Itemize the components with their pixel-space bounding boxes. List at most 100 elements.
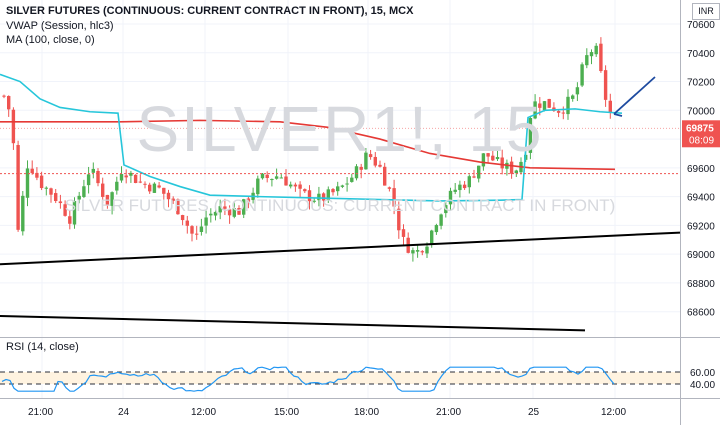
candle-body	[218, 206, 222, 213]
price-tick-label: 69000	[687, 250, 715, 261]
candle-body	[486, 153, 490, 157]
candle-body	[425, 246, 429, 254]
candle-body	[321, 193, 326, 201]
candle-body	[30, 168, 34, 174]
candle-body	[185, 220, 189, 226]
watermark-description: SILVER FUTURES (CONTINUOUS: CURRENT CONT…	[64, 196, 616, 215]
candle-body	[21, 195, 25, 232]
candle-body	[246, 198, 251, 202]
candle-body	[387, 187, 392, 189]
candle-body	[467, 176, 471, 188]
indicator-lines	[0, 73, 623, 392]
candle-body	[411, 250, 415, 254]
candle-body	[368, 154, 373, 158]
candle-body	[345, 183, 349, 185]
candle-body	[237, 208, 241, 215]
last-price-badge	[682, 120, 720, 148]
last-price-label: 69875	[686, 123, 714, 134]
candle-body	[378, 164, 382, 167]
candle-body	[434, 225, 439, 233]
rsi-label[interactable]: RSI (14, close)	[6, 341, 79, 353]
rsi-tick-label: 60.00	[690, 368, 715, 379]
watermark-symbol: SILVER1!, 15	[136, 93, 544, 165]
candle-body	[129, 172, 133, 176]
candle-body	[96, 170, 100, 184]
candle-body	[124, 175, 128, 178]
candle-body	[260, 173, 265, 179]
candle-body	[133, 174, 138, 184]
vwap-line	[0, 73, 623, 202]
candle-body	[453, 189, 457, 192]
candle-body	[110, 192, 114, 206]
candle-body	[547, 98, 551, 108]
candle-body	[213, 211, 218, 216]
candle-body	[444, 205, 448, 214]
time-tick-label: 21:00	[28, 407, 53, 418]
candle-body	[148, 184, 152, 192]
candle-body	[575, 87, 580, 95]
candle-body	[331, 189, 335, 193]
candle-body	[603, 70, 608, 100]
candle-body	[270, 178, 274, 181]
indicator-vwap-label[interactable]: VWAP (Session, hlc3)	[6, 20, 114, 32]
candle-body	[561, 112, 565, 114]
candle-body	[491, 155, 495, 161]
time-tick-label: 15:00	[274, 407, 299, 418]
arrow-line	[613, 76, 656, 115]
candle-body	[538, 103, 542, 108]
candle-body	[312, 200, 316, 202]
candle-body	[91, 168, 95, 173]
candle-body	[340, 185, 345, 187]
candle-body	[11, 109, 16, 144]
candle-body	[227, 209, 232, 216]
candle-body	[265, 174, 269, 179]
candle-body	[190, 226, 194, 234]
candle-body	[336, 186, 340, 192]
candle-body	[54, 193, 58, 202]
candle-body	[223, 206, 227, 209]
candle-body	[317, 193, 321, 201]
symbol-title[interactable]: SILVER FUTURES (CONTINUOUS: CURRENT CONT…	[6, 5, 414, 17]
candle-body	[462, 184, 467, 189]
candle-body	[571, 95, 575, 99]
rsi-line	[1, 366, 615, 392]
candle-body	[232, 208, 236, 217]
time-tick-label: 12:00	[601, 407, 626, 418]
candle-body	[303, 189, 307, 192]
trend-line-upper	[0, 231, 681, 266]
time-tick-label: 12:00	[191, 407, 216, 418]
candle-body	[157, 185, 161, 188]
candle-body	[16, 145, 20, 230]
candle-body	[392, 188, 396, 207]
candle-body	[580, 64, 584, 86]
candle-body	[115, 181, 119, 191]
candle-body	[176, 199, 180, 215]
candle-body	[298, 184, 302, 189]
candle-body	[420, 251, 424, 253]
candle-body	[25, 168, 30, 198]
countdown-label: 08:09	[689, 135, 714, 146]
indicator-ma-label[interactable]: MA (100, close, 0)	[6, 34, 95, 46]
candle-body	[477, 165, 481, 179]
candle-body	[72, 200, 77, 225]
arrow-head	[613, 113, 623, 117]
candle-body	[608, 100, 612, 113]
candle-body	[119, 173, 124, 181]
candle-body	[401, 229, 406, 237]
price-tick-label: 70200	[687, 78, 715, 89]
candle-body	[528, 117, 533, 153]
rsi-tick-label: 40.00	[690, 380, 715, 391]
candle-body	[49, 188, 53, 195]
candle-body	[364, 152, 368, 170]
candle-body	[556, 111, 561, 113]
candle-body	[566, 96, 570, 115]
candle-body	[171, 198, 175, 201]
candle-body	[162, 187, 166, 194]
candle-body	[152, 183, 157, 193]
ma-line	[0, 119, 616, 171]
candle-body	[500, 157, 504, 169]
currency-badge[interactable]: INR	[692, 3, 720, 20]
